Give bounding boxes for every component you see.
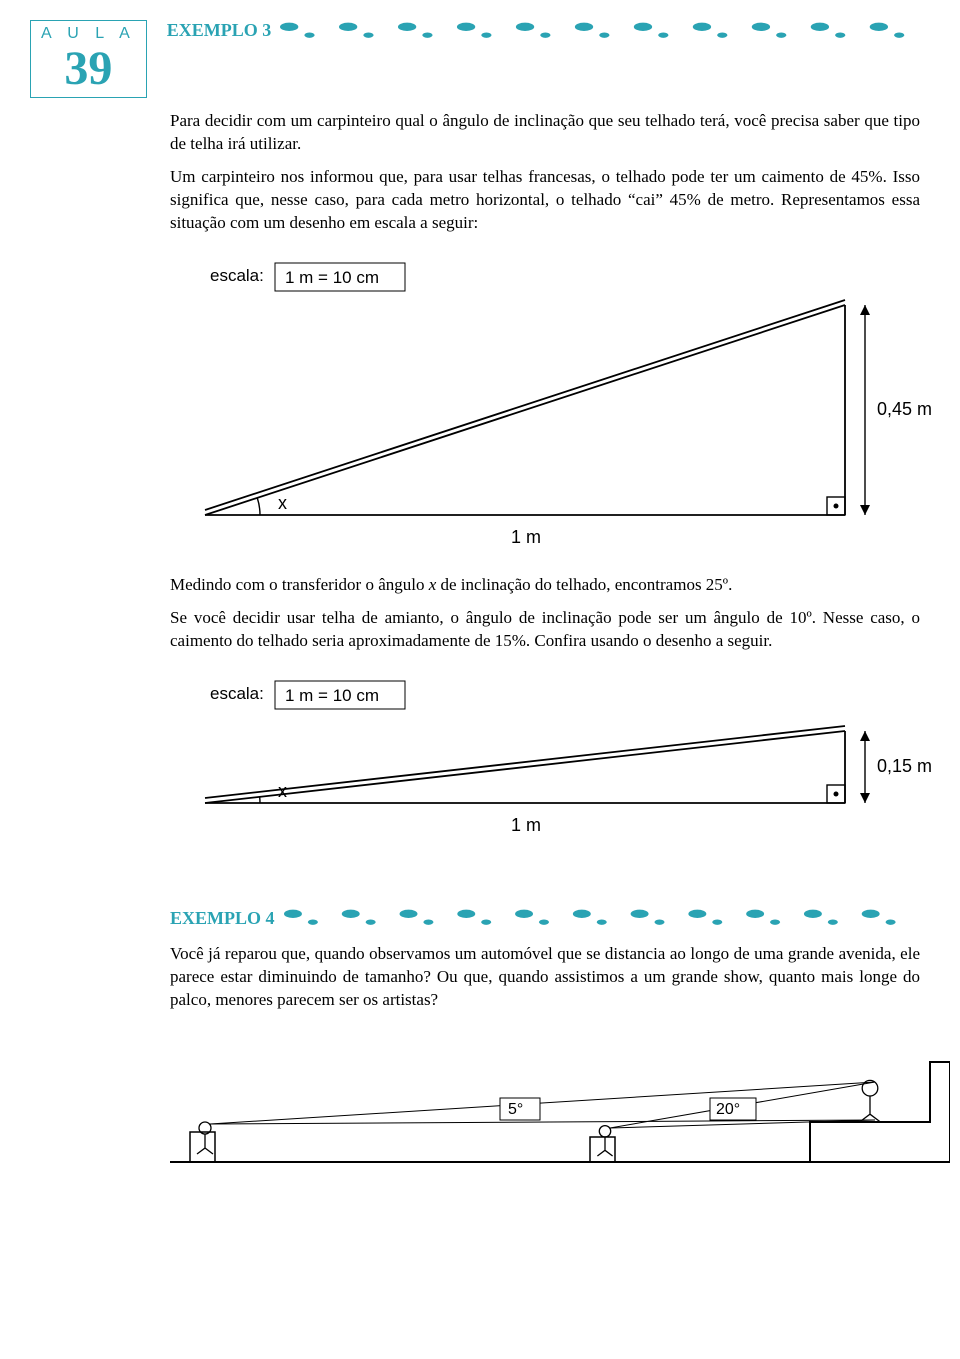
svg-text:1 m: 1 m	[511, 815, 541, 835]
svg-text:0,45 m: 0,45 m	[877, 399, 932, 419]
svg-text:20°: 20°	[716, 1101, 740, 1118]
example4-title-row: EXEMPLO 4	[170, 908, 920, 929]
triangle-diagram: escala: 1 m = 10 cm x 1 m 0,15 m	[170, 673, 940, 843]
para-text: Você já reparou que, quando observamos u…	[170, 944, 920, 1009]
example4-title: EXEMPLO 4	[170, 908, 275, 929]
para-text: de inclinação do telhado, encontramos 25…	[436, 575, 732, 594]
para-text: Para decidir com um carpinteiro qual o â…	[170, 111, 920, 153]
example3-title-row: EXEMPLO 3	[167, 20, 930, 41]
para-text: Medindo com o transferidor o ângulo	[170, 575, 429, 594]
example3-para1: Para decidir com um carpinteiro qual o â…	[170, 110, 920, 156]
decor-dots-icon	[283, 908, 920, 928]
svg-text:1 m: 1 m	[511, 527, 541, 547]
example3-para4: Se você decidir usar telha de amianto, o…	[170, 607, 920, 653]
svg-text:1 m = 10 cm: 1 m = 10 cm	[285, 686, 379, 705]
svg-text:x: x	[278, 493, 287, 513]
example3-para3: Medindo com o transferidor o ângulo x de…	[170, 574, 920, 597]
example3-title: EXEMPLO 3	[167, 20, 272, 41]
svg-text:x: x	[278, 781, 287, 801]
example3-para2: Um carpinteiro nos informou que, para us…	[170, 166, 920, 235]
example4-para1: Você já reparou que, quando observamos u…	[170, 943, 920, 1012]
example3-figure1: escala:1 m = 10 cmx1 m0,45 m	[170, 255, 920, 560]
svg-text:1 m = 10 cm: 1 m = 10 cm	[285, 268, 379, 287]
example4-figure: 5° 20°	[170, 1042, 930, 1187]
aula-label: A U L A	[41, 25, 136, 43]
aula-number: 39	[41, 43, 136, 96]
page-header: A U L A 39 EXEMPLO 3	[30, 20, 930, 98]
svg-text:escala:: escala:	[210, 266, 264, 285]
para-text: Se você decidir usar telha de amianto, o…	[170, 608, 920, 650]
para-text: Um carpinteiro nos informou que, para us…	[170, 167, 920, 232]
svg-text:escala:: escala:	[210, 684, 264, 703]
svg-text:5°: 5°	[508, 1101, 523, 1118]
example3-content: Para decidir com um carpinteiro qual o â…	[170, 110, 920, 1011]
aula-box: A U L A 39	[30, 20, 147, 98]
decor-dots-icon	[279, 21, 930, 41]
example3-figure2: escala:1 m = 10 cmx1 m0,15 m	[170, 673, 920, 848]
triangle-diagram: escala: 1 m = 10 cm x 1 m 0,45 m	[170, 255, 940, 555]
svg-text:0,15 m: 0,15 m	[877, 756, 932, 776]
perspective-diagram: 5° 20°	[170, 1042, 950, 1182]
